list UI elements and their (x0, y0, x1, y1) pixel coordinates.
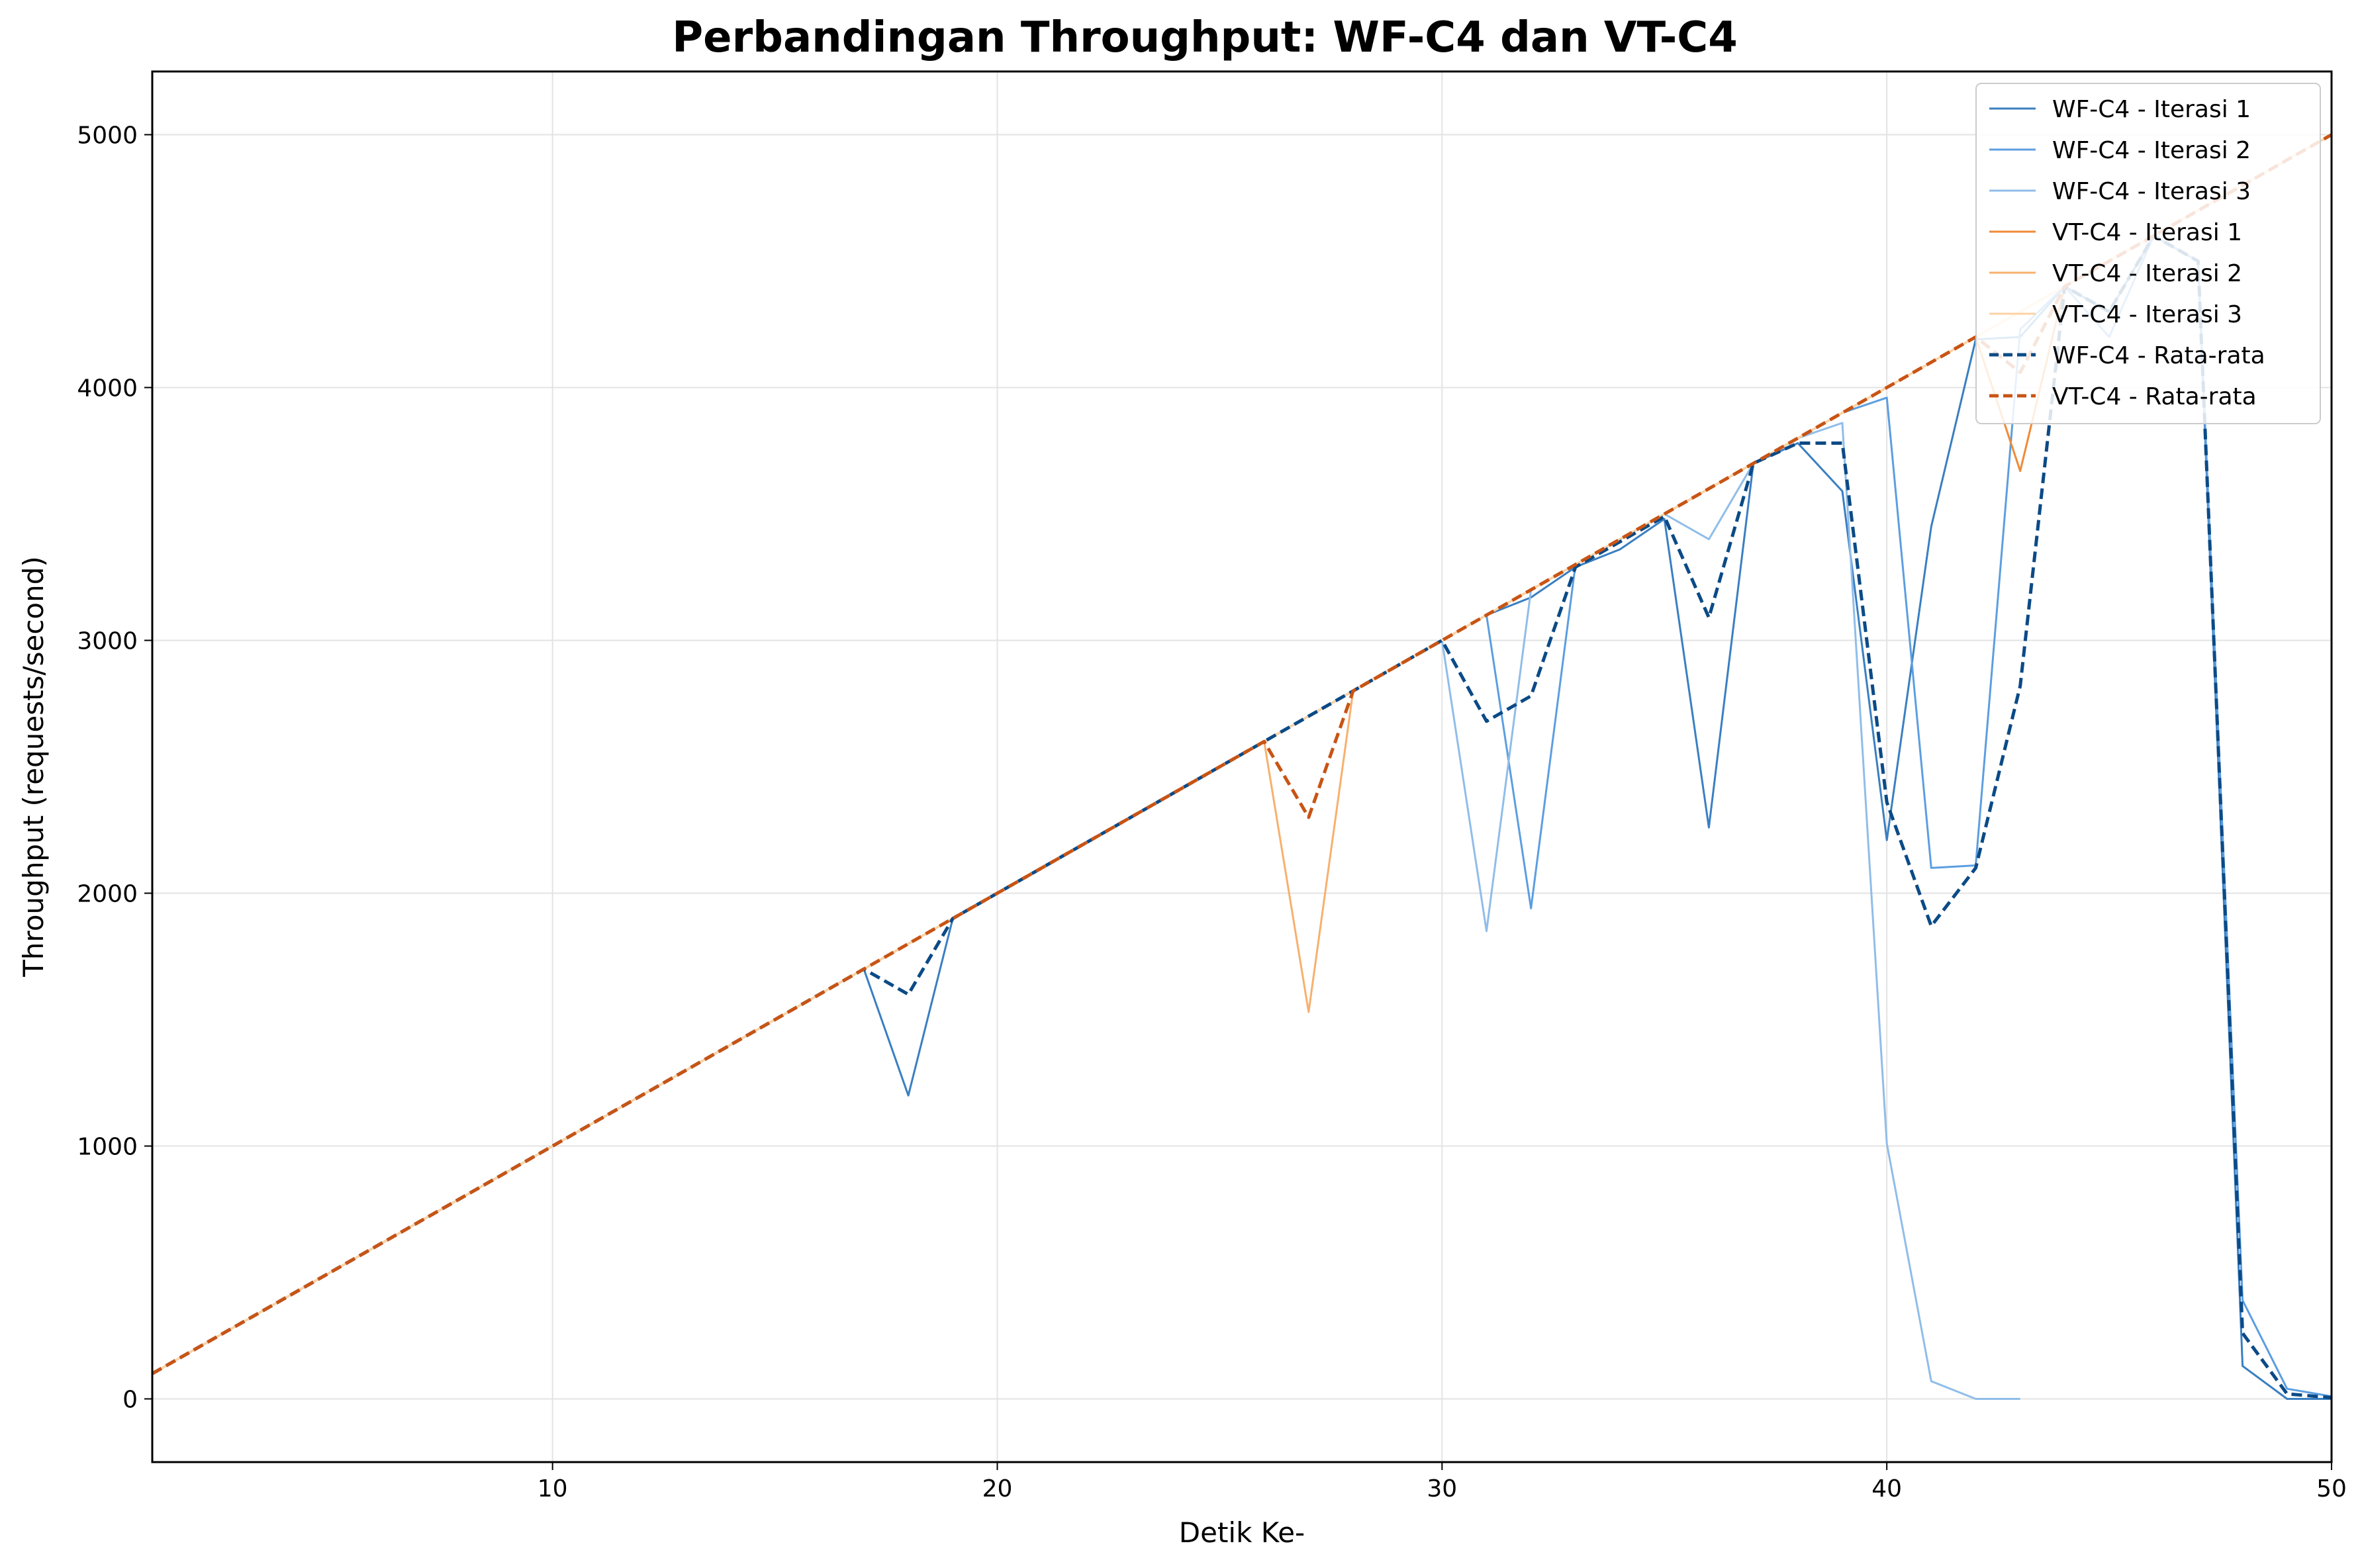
y-tick-label: 0 (122, 1387, 138, 1414)
y-tick-label: 2000 (77, 881, 138, 908)
x-tick-label: 10 (538, 1475, 568, 1502)
y-tick-label: 5000 (77, 122, 138, 150)
x-tick-label: 50 (2316, 1475, 2347, 1502)
legend-label: WF-C4 - Iterasi 3 (2052, 178, 2251, 205)
legend-label: WF-C4 - Iterasi 2 (2052, 137, 2251, 164)
legend-label: WF-C4 - Rata-rata (2052, 342, 2265, 369)
legend: WF-C4 - Iterasi 1 WF-C4 - Iterasi 2 WF-C4 … (1976, 83, 2320, 424)
legend-label: VT-C4 - Iterasi 1 (2052, 219, 2242, 246)
y-tick-label: 3000 (77, 628, 138, 655)
y-tick-label: 1000 (77, 1134, 138, 1161)
x-axis-label: Detik Ke- (1179, 1516, 1305, 1549)
legend-label: VT-C4 - Rata-rata (2052, 383, 2257, 410)
legend-label: VT-C4 - Iterasi 3 (2052, 301, 2242, 328)
chart-title: Perbandingan Throughput: WF-C4 dan VT-C4 (672, 13, 1738, 62)
x-tick-label: 30 (1427, 1475, 1457, 1502)
y-tick-label: 4000 (77, 375, 138, 402)
legend-label: VT-C4 - Iterasi 2 (2052, 260, 2242, 287)
legend-box (1976, 83, 2320, 424)
legend-label: WF-C4 - Iterasi 1 (2052, 96, 2251, 123)
x-tick-label: 40 (1871, 1475, 1902, 1502)
x-tick-label: 20 (982, 1475, 1013, 1502)
y-axis-label: Throughput (requests/second) (17, 556, 50, 978)
